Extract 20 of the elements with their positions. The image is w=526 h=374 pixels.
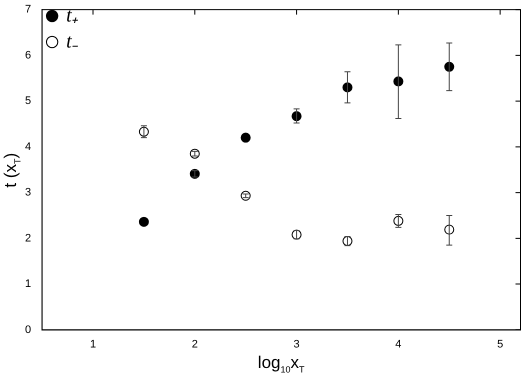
point (240, 132, 251, 143)
x-axis-title: log$_{10}$x$_{T}$ (258, 353, 304, 374)
y-tick-label: 3 (24, 186, 32, 199)
y-tick-label: 5 (24, 95, 32, 108)
legend-label: t₊ (66, 4, 79, 26)
x-tick-label: 2 (192, 338, 198, 350)
point (138, 216, 149, 227)
y-tick-label: 1 (24, 278, 32, 290)
y-tick-label: 4 (24, 140, 32, 153)
x-tick-label: 3 (294, 338, 300, 350)
x-tick-label: 4 (395, 338, 402, 350)
point (240, 190, 251, 201)
x-tick-label: 5 (497, 338, 504, 350)
x-tick-label: 1 (90, 338, 96, 350)
y-tick-label: 0 (24, 324, 32, 336)
y-tick-label: 7 (24, 4, 32, 16)
legend-label: t₋ (66, 30, 79, 52)
point (190, 148, 200, 159)
y-tick-label: 2 (24, 232, 32, 244)
y-tick-label: 6 (24, 49, 32, 62)
